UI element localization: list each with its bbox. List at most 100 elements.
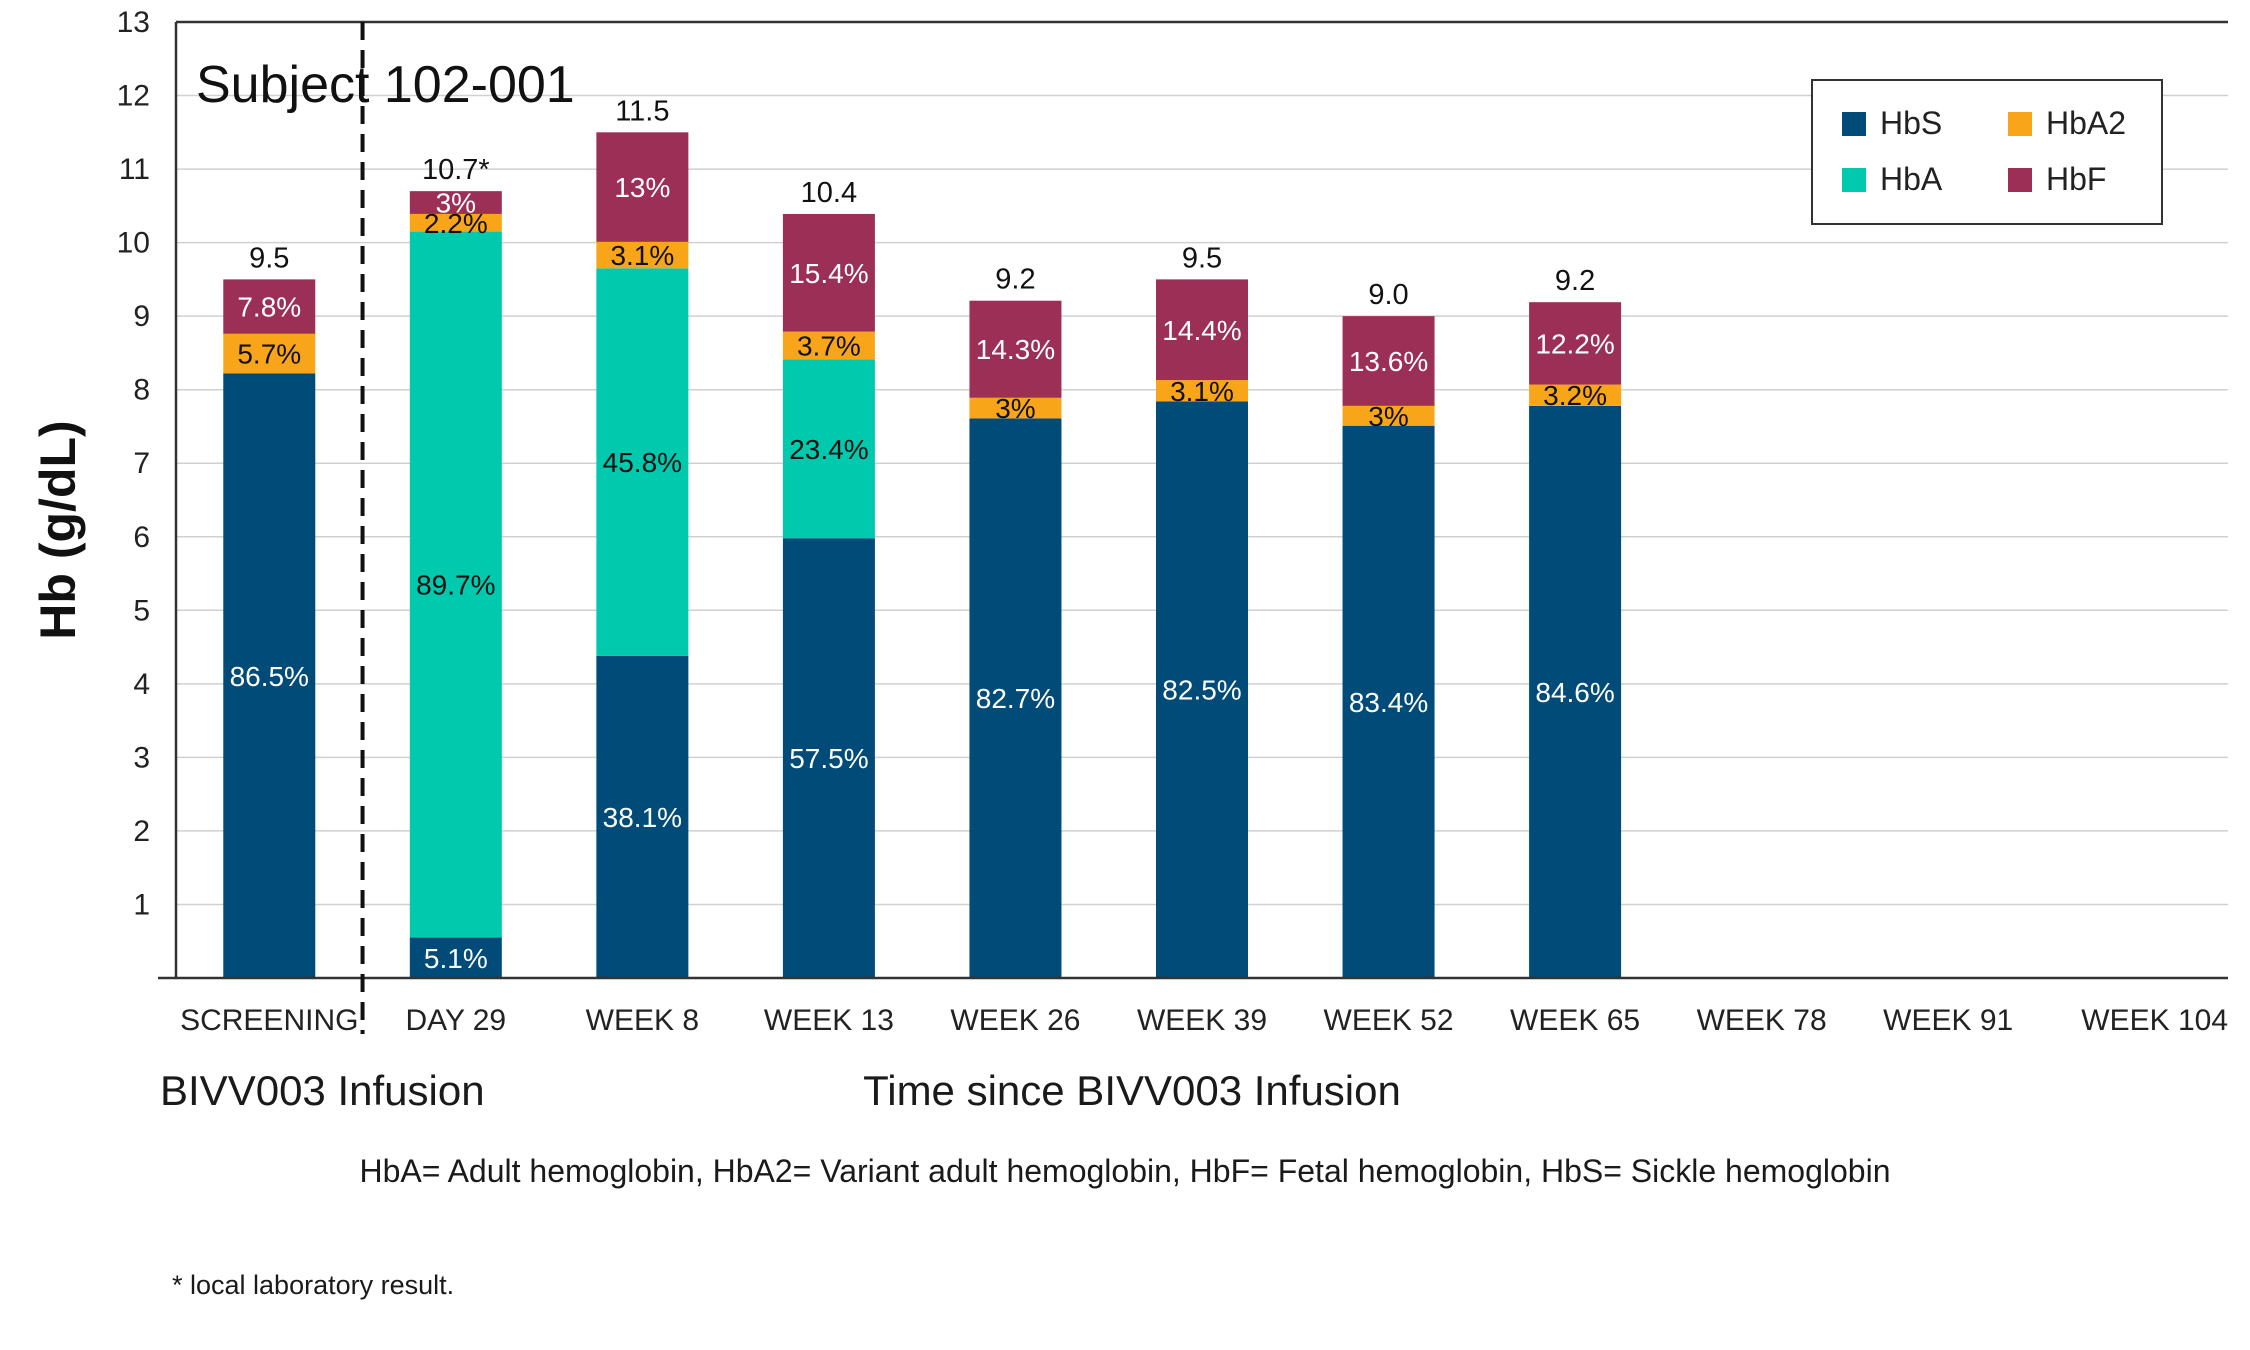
legend: HbS HbA2 HbA HbF — [1811, 79, 2163, 225]
segment-label-hba2: 3% — [1368, 401, 1408, 432]
bar-segment-hba2 — [596, 241, 689, 269]
bar-segment-hba — [782, 359, 875, 539]
segment-label-hbf: 13.6% — [1349, 346, 1428, 377]
total-label: 9.2 — [1555, 265, 1595, 297]
segment-label-hbf: 15.4% — [789, 258, 868, 289]
segment-label-hba2: 3.2% — [1543, 380, 1607, 411]
legend-swatch-hbs — [1842, 112, 1866, 136]
bar-segment-hba2 — [782, 331, 875, 360]
bar-segment-hbs — [1342, 425, 1435, 978]
y-tick-label: 9 — [133, 300, 150, 333]
baseline-label: BIVV003 Infusion — [160, 1067, 485, 1114]
bar-segment-hbf — [1529, 302, 1622, 385]
segment-label-hba2: 3.7% — [797, 331, 861, 362]
segment-label-hba2: 2.2% — [424, 208, 488, 239]
segment-label-hbs: 5.1% — [424, 943, 488, 974]
bar-segment-hba2 — [223, 333, 316, 374]
y-axis-label: Hb (g/dL) — [30, 420, 86, 639]
segment-label-hbf: 14.4% — [1162, 315, 1241, 346]
legend-label-hbs: HbS — [1880, 105, 1942, 141]
total-label: 9.5 — [249, 242, 289, 274]
bar-segment-hba — [596, 268, 689, 656]
total-label: 9.5 — [1182, 242, 1222, 274]
y-tick-label: 11 — [119, 153, 150, 186]
segment-label-hba2: 3.1% — [610, 240, 674, 271]
bar-segment-hba2 — [1529, 384, 1622, 406]
bar-segment-hbs — [1529, 405, 1622, 979]
x-tick-label: SCREENING — [180, 1004, 358, 1037]
abbreviations-footnote: HbA= Adult hemoglobin, HbA2= Variant adu… — [359, 1153, 1891, 1189]
x-axis-label: Time since BIVV003 Infusion — [863, 1067, 1401, 1114]
hemoglobin-stacked-bar-chart: 86.5%5.7%7.8%9.55.1%89.7%2.2%3%10.7*38.1… — [30, 6, 2228, 1114]
y-tick-label: 8 — [133, 374, 150, 407]
bar-segment-hba — [409, 231, 502, 938]
total-label: 9.0 — [1368, 279, 1408, 311]
bar-segment-hbs — [1156, 401, 1248, 978]
x-tick-label: WEEK 104 — [2081, 1004, 2228, 1037]
segment-label-hbs: 82.7% — [976, 683, 1055, 714]
x-tick-label: DAY 29 — [406, 1004, 507, 1037]
segment-label-hba2: 3.1% — [1170, 376, 1234, 407]
y-tick-label: 13 — [117, 6, 150, 39]
segment-label-hbs: 84.6% — [1535, 677, 1614, 708]
bar-segment-hbs — [969, 418, 1062, 978]
axes — [158, 20, 2228, 1034]
y-tick-label: 5 — [133, 594, 150, 627]
y-tick-label: 1 — [133, 888, 150, 921]
legend-swatch-hba2 — [2008, 112, 2032, 136]
bar-segment-hbf — [409, 191, 502, 214]
x-tick-label: WEEK 91 — [1883, 1004, 2013, 1037]
segment-label-hbs: 86.5% — [230, 661, 309, 692]
y-tick-label: 6 — [133, 521, 150, 554]
bar-segment-hbs — [782, 538, 875, 978]
x-tick-label: WEEK 39 — [1137, 1004, 1267, 1037]
bar-segment-hbs — [409, 937, 502, 978]
y-tick-label: 4 — [133, 668, 150, 701]
bars: 86.5%5.7%7.8%9.55.1%89.7%2.2%3%10.7*38.1… — [223, 95, 1622, 979]
segment-label-hba: 23.4% — [789, 434, 868, 465]
bar-segment-hba2 — [1156, 380, 1248, 402]
x-tick-label: WEEK 13 — [764, 1004, 894, 1037]
x-tick-label: WEEK 26 — [950, 1004, 1080, 1037]
x-tick-labels: SCREENING DAY 29 WEEK 8 WEEK 13 WEEK 26 WEEK … — [180, 1004, 2228, 1037]
segment-label-hba2: 5.7% — [237, 339, 301, 370]
x-tick-label: WEEK 78 — [1697, 1004, 1827, 1037]
bar-segment-hbf — [1156, 279, 1248, 381]
total-label: 9.2 — [995, 264, 1035, 296]
asterisk-footnote: * local laboratory result. — [172, 1270, 455, 1300]
segment-label-hba2: 3% — [995, 393, 1035, 424]
total-label: 10.7* — [422, 154, 490, 186]
segment-label-hbs: 57.5% — [789, 743, 868, 774]
bar-segment-hbs — [596, 655, 689, 978]
bar-segment-hbf — [782, 213, 875, 332]
bar-segment-hba2 — [969, 397, 1062, 419]
segment-label-hbf: 7.8% — [237, 292, 301, 323]
legend-label-hbf: HbF — [2046, 161, 2106, 197]
y-tick-label: 2 — [133, 815, 150, 848]
segment-label-hba: 45.8% — [603, 447, 682, 478]
x-tick-label: WEEK 52 — [1324, 1004, 1454, 1037]
y-tick-label: 10 — [117, 227, 150, 260]
segment-label-hbf: 14.3% — [976, 334, 1055, 365]
segment-label-hbf: 12.2% — [1535, 328, 1614, 359]
legend-label-hba2: HbA2 — [2046, 105, 2126, 141]
legend-swatch-hba — [1842, 168, 1866, 192]
legend-label-hba: HbA — [1880, 161, 1943, 197]
bar-segment-hba2 — [409, 213, 502, 232]
segment-label-hbf: 3% — [436, 188, 476, 219]
bar-segment-hbf — [596, 132, 689, 242]
bar-segment-hbf — [223, 279, 316, 334]
total-label: 11.5 — [615, 95, 669, 127]
segment-label-hbf: 13% — [614, 172, 670, 203]
bar-segment-hba2 — [1342, 405, 1435, 426]
segment-label-hbs: 38.1% — [603, 802, 682, 833]
bar-segment-hbf — [1342, 316, 1435, 406]
segment-label-hbs: 83.4% — [1349, 687, 1428, 718]
chart-title: Subject 102-001 — [196, 56, 575, 114]
y-tick-label: 12 — [117, 80, 150, 113]
legend-box — [1811, 79, 2163, 225]
x-tick-label: WEEK 65 — [1510, 1004, 1640, 1037]
bar-segment-hbf — [969, 300, 1062, 398]
legend-swatch-hbf — [2008, 168, 2032, 192]
